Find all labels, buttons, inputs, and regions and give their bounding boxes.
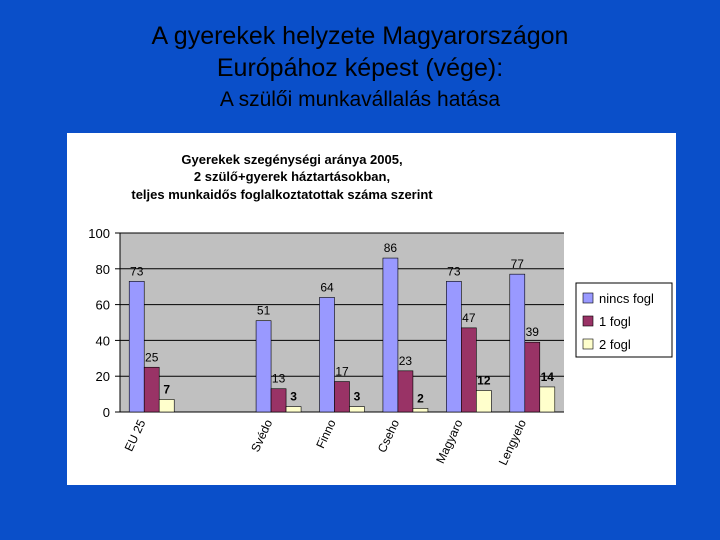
slide-title-line-1: A gyerekek helyzete Magyarországon bbox=[151, 22, 569, 50]
data-label: 73 bbox=[130, 264, 144, 278]
y-tick-label: 100 bbox=[88, 226, 110, 241]
data-label: 47 bbox=[462, 311, 476, 325]
data-label: 51 bbox=[257, 304, 271, 318]
y-tick-label: 80 bbox=[96, 262, 110, 277]
data-label: 3 bbox=[354, 390, 361, 404]
category-label: Cseho bbox=[375, 417, 402, 455]
data-label: 14 bbox=[541, 370, 555, 384]
bar-2-fogl-2 bbox=[285, 406, 302, 413]
data-label: 2 bbox=[417, 391, 424, 405]
category-label: Magyaro bbox=[433, 417, 466, 466]
bar-nincs-fogl-6 bbox=[509, 273, 526, 413]
bar-2-fogl-6 bbox=[539, 386, 556, 413]
legend-label: 2 fogl bbox=[599, 337, 631, 352]
bar-2-fogl-4 bbox=[412, 408, 429, 413]
legend-label: nincs fogl bbox=[599, 291, 654, 306]
category-label: Finno bbox=[313, 417, 339, 450]
y-tick-label: 40 bbox=[96, 333, 110, 348]
bar-1-fogl-0 bbox=[143, 366, 160, 413]
data-label: 64 bbox=[320, 280, 334, 294]
category-label: Lengyelo bbox=[496, 417, 529, 467]
chart-panel: Gyerekek szegénységi aránya 2005, 2 szülő… bbox=[67, 133, 676, 485]
legend-swatch bbox=[582, 292, 594, 304]
data-label: 23 bbox=[399, 354, 413, 368]
legend-swatch bbox=[582, 338, 594, 350]
data-label: 73 bbox=[447, 264, 461, 278]
bar-chart: Gyerekek szegénységi aránya 2005, 2 szülő… bbox=[88, 152, 673, 467]
category-label: Svédo bbox=[248, 417, 275, 454]
chart-title-line-2: 2 szülő+gyerek háztartásokban, bbox=[194, 169, 390, 184]
data-label: 13 bbox=[272, 372, 286, 386]
y-tick-label: 0 bbox=[103, 405, 110, 420]
category-label: EU 25 bbox=[122, 417, 149, 453]
y-tick-label: 60 bbox=[96, 298, 110, 313]
legend-swatch bbox=[582, 315, 594, 327]
bar-1-fogl-4 bbox=[397, 370, 414, 413]
bar-nincs-fogl-3 bbox=[319, 297, 335, 413]
bar-1-fogl-5 bbox=[461, 327, 477, 413]
bar-2-fogl-0 bbox=[158, 399, 175, 413]
data-label: 3 bbox=[290, 390, 297, 404]
bar-nincs-fogl-0 bbox=[128, 281, 145, 413]
bar-1-fogl-2 bbox=[270, 388, 287, 413]
legend-label: 1 fogl bbox=[599, 314, 631, 329]
bar-1-fogl-3 bbox=[334, 381, 350, 413]
plot-area: 0 20 40 60 80 100 73 25 7 51 13 3 64 17 3 86 23 2 73 47 12 77… bbox=[88, 226, 564, 467]
chart-title-line-1: Gyerekek szegénységi aránya 2005, bbox=[181, 152, 402, 167]
bar-nincs-fogl-4 bbox=[382, 257, 399, 413]
data-label: 25 bbox=[145, 350, 159, 364]
data-label: 17 bbox=[335, 365, 349, 379]
slide-title: A gyerekek helyzete Magyarországon Európ… bbox=[0, 20, 720, 84]
data-label: 86 bbox=[384, 241, 398, 255]
y-tick-label: 20 bbox=[96, 369, 110, 384]
bar-2-fogl-5 bbox=[476, 390, 492, 413]
slide-subtitle: A szülői munkavállalás hatása bbox=[219, 88, 501, 111]
data-label: 12 bbox=[477, 374, 491, 388]
bar-2-fogl-3 bbox=[349, 406, 365, 413]
bar-nincs-fogl-5 bbox=[446, 281, 462, 413]
bar-1-fogl-6 bbox=[524, 341, 541, 413]
data-label: 7 bbox=[163, 382, 170, 396]
data-label: 77 bbox=[511, 257, 525, 271]
chart-legend: nincs fogl 1 fogl 2 fogl bbox=[575, 282, 673, 358]
slide-title-line-2: Európához képest (vége): bbox=[216, 54, 504, 82]
chart-title: Gyerekek szegénységi aránya 2005, 2 szülő… bbox=[131, 152, 433, 202]
data-label: 39 bbox=[526, 325, 540, 339]
bar-nincs-fogl-2 bbox=[255, 320, 272, 413]
chart-title-line-3: teljes munkaidős foglalkoztatottak száma… bbox=[131, 187, 433, 202]
